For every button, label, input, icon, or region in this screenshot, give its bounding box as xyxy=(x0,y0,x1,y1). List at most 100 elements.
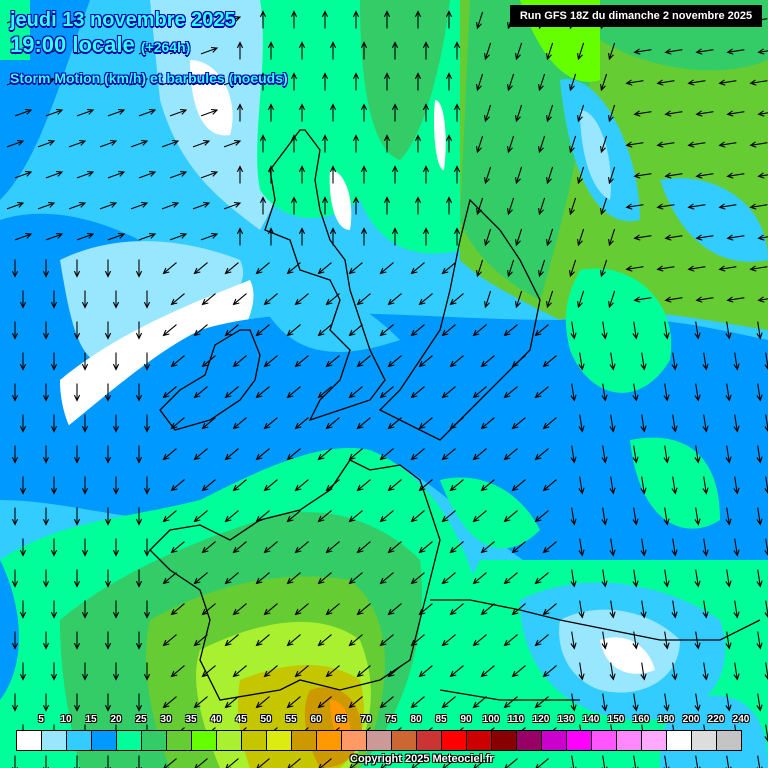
legend-swatch xyxy=(17,731,42,750)
wind-arrow xyxy=(170,479,185,492)
legend-swatch xyxy=(567,731,592,750)
wind-arrow xyxy=(507,73,515,92)
legend-label: 75 xyxy=(385,714,397,725)
wind-arrow xyxy=(453,227,461,246)
wind-arrow xyxy=(569,197,577,216)
wind-arrow xyxy=(387,541,402,554)
wind-arrow xyxy=(422,103,430,122)
wind-arrow xyxy=(480,603,495,616)
wind-arrow xyxy=(255,448,270,461)
wind-arrow xyxy=(193,448,208,461)
wind-arrow xyxy=(663,569,670,588)
wind-arrow xyxy=(161,139,180,148)
wind-arrow xyxy=(325,293,340,306)
wind-arrow xyxy=(294,541,309,554)
wind-arrow xyxy=(718,203,737,210)
wind-arrow xyxy=(50,476,58,495)
legend-label: 5 xyxy=(38,714,44,725)
wind-arrow xyxy=(170,417,185,430)
wind-arrow xyxy=(546,166,554,185)
wind-arrow xyxy=(201,355,216,368)
wind-arrow xyxy=(577,228,585,247)
wind-arrow xyxy=(143,414,151,433)
wind-arrow xyxy=(410,696,425,709)
wind-arrow xyxy=(453,103,461,122)
wind-arrow xyxy=(656,79,675,86)
wind-arrow xyxy=(757,48,768,55)
wind-arrow xyxy=(569,73,577,92)
wind-arrow xyxy=(578,600,585,619)
wind-arrow xyxy=(441,386,456,399)
wind-arrow xyxy=(578,414,585,433)
wind-arrow xyxy=(14,232,33,241)
wind-arrow xyxy=(534,386,549,399)
wind-arrow xyxy=(193,386,208,399)
wind-arrow xyxy=(11,755,19,768)
wind-arrow xyxy=(449,417,464,430)
wind-arrow xyxy=(633,110,652,117)
wind-arrow xyxy=(104,383,112,402)
wind-arrow xyxy=(6,201,25,210)
wind-arrow xyxy=(507,197,515,216)
wind-arrow xyxy=(387,603,402,616)
wind-arrow xyxy=(161,77,180,86)
wind-arrow xyxy=(143,662,151,681)
wind-arrow xyxy=(534,634,549,647)
wind-arrow xyxy=(42,631,50,650)
wind-arrow xyxy=(480,417,495,430)
wind-arrow xyxy=(511,603,526,616)
wind-arrow xyxy=(546,290,554,309)
wind-arrow xyxy=(542,417,557,430)
wind-arrow xyxy=(162,262,177,275)
wind-arrow xyxy=(321,134,329,153)
wind-arrow xyxy=(507,259,515,278)
wind-arrow xyxy=(387,293,402,306)
wind-arrow xyxy=(422,165,430,184)
wind-arrow xyxy=(223,139,242,148)
wind-arrow xyxy=(298,41,306,60)
legend-swatch xyxy=(467,731,492,750)
wind-arrow xyxy=(259,10,267,29)
wind-arrow xyxy=(348,696,363,709)
wind-arrow xyxy=(507,135,515,154)
wind-arrow xyxy=(695,110,714,117)
wind-arrow xyxy=(441,572,456,585)
wind-arrow xyxy=(325,355,340,368)
wind-arrow xyxy=(317,262,332,275)
wind-arrow xyxy=(143,352,151,371)
wind-arrow xyxy=(757,172,768,179)
wind-arrow xyxy=(418,417,433,430)
wind-arrow xyxy=(538,135,546,154)
wind-arrow xyxy=(476,73,484,92)
wind-arrow xyxy=(224,324,239,337)
legend-label: 160 xyxy=(632,714,650,725)
wind-arrow xyxy=(112,538,120,557)
wind-arrow xyxy=(472,572,487,585)
wind-arrow xyxy=(609,662,616,681)
legend-swatch xyxy=(667,731,692,750)
wind-arrow xyxy=(112,662,120,681)
wind-arrow xyxy=(50,290,58,309)
wind-arrow xyxy=(73,507,81,526)
wind-arrow xyxy=(601,321,608,340)
legend-swatch xyxy=(692,731,717,750)
wind-arrow xyxy=(135,631,143,650)
wind-arrow xyxy=(135,383,143,402)
wind-arrow xyxy=(472,386,487,399)
wind-arrow xyxy=(538,259,546,278)
wind-arrow xyxy=(73,321,81,340)
wind-arrow xyxy=(546,104,554,123)
wind-arrow xyxy=(50,662,58,681)
wind-arrow xyxy=(756,569,763,588)
wind-arrow xyxy=(695,296,714,303)
wind-arrow xyxy=(81,414,89,433)
wind-arrow xyxy=(236,41,244,60)
wind-arrow xyxy=(224,448,239,461)
wind-arrow xyxy=(259,196,267,215)
wind-arrow xyxy=(267,165,275,184)
wind-arrow xyxy=(294,293,309,306)
wind-arrow xyxy=(169,232,188,241)
legend-swatch xyxy=(142,731,167,750)
wind-arrow xyxy=(726,172,745,179)
wind-arrow xyxy=(570,445,577,464)
